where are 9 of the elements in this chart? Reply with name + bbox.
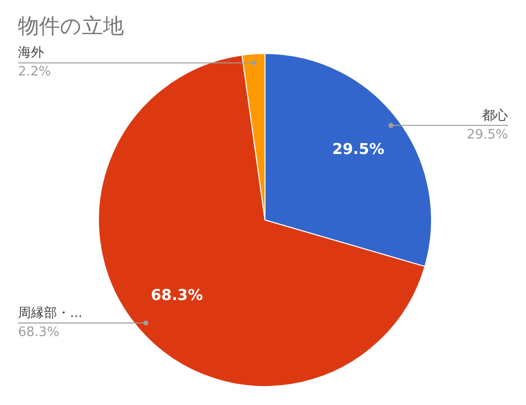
data-label: 68.3% [150,286,203,304]
slice-label: 周縁部・... [18,306,82,321]
data-label: 2.2% [18,64,52,80]
chart-title: 物件の立地 [18,13,124,40]
slice-label: 都心 [482,107,508,124]
data-label: 29.5% [332,140,384,158]
text: 68.3% [18,324,60,340]
text: 29.5% [466,127,508,142]
slice-label: 海外 [18,46,44,61]
